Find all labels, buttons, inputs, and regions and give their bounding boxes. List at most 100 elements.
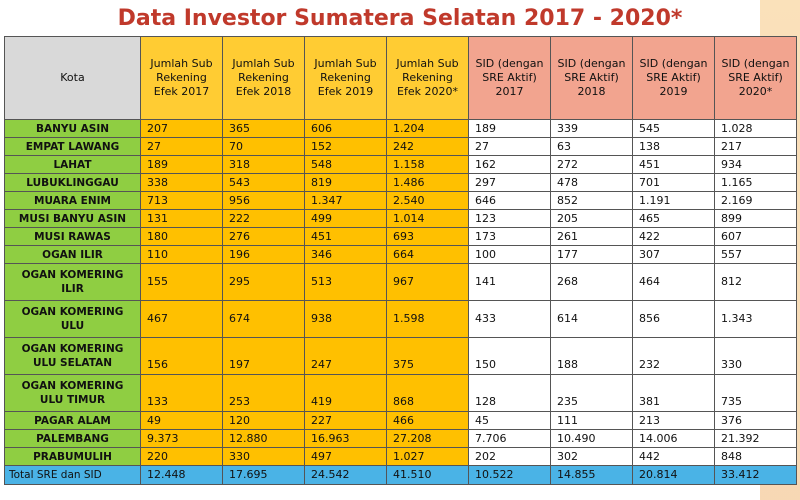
cell-sid-value: 899 [714, 209, 797, 228]
cell-sid-value: 7.706 [468, 429, 551, 448]
cell-sid-value: 128 [468, 374, 551, 412]
cell-sre-value: 543 [222, 173, 305, 192]
cell-kota: LUBUKLINGGAU [4, 173, 141, 192]
cell-sre-value: 956 [222, 191, 305, 210]
header-kota: Kota [4, 36, 141, 120]
total-value: 12.448 [140, 465, 223, 485]
cell-kota: PALEMBANG [4, 429, 141, 448]
cell-sre-value: 110 [140, 245, 223, 264]
cell-sid-value: 111 [550, 411, 633, 430]
cell-sid-value: 330 [714, 337, 797, 375]
cell-sre-value: 2.540 [386, 191, 469, 210]
cell-sid-value: 701 [632, 173, 715, 192]
cell-sre-value: 451 [304, 227, 387, 246]
cell-kota: EMPAT LAWANG [4, 137, 141, 156]
table-row: OGAN ILIR 110 196 346 664 100 177 307 557 [4, 245, 797, 264]
total-value: 20.814 [632, 465, 715, 485]
cell-sid-value: 261 [550, 227, 633, 246]
cell-sre-value: 693 [386, 227, 469, 246]
cell-kota: OGAN KOMERING ILIR [4, 263, 141, 301]
total-value: 17.695 [222, 465, 305, 485]
cell-kota: BANYU ASIN [4, 119, 141, 138]
cell-sre-value: 152 [304, 137, 387, 156]
cell-sid-value: 188 [550, 337, 633, 375]
table-row: PALEMBANG 9.373 12.880 16.963 27.208 7.706 10.… [4, 429, 797, 448]
investor-data-table: Kota Jumlah Sub Rekening Efek 2017 Jumla… [4, 36, 797, 485]
cell-sre-value: 674 [222, 300, 305, 338]
cell-sre-value: 1.014 [386, 209, 469, 228]
cell-sid-value: 45 [468, 411, 551, 430]
cell-sre-value: 513 [304, 263, 387, 301]
total-value: 10.522 [468, 465, 551, 485]
table-row: OGAN KOMERING ULU 467 674 938 1.598 433 614 856… [4, 300, 797, 338]
cell-sid-value: 268 [550, 263, 633, 301]
table-row: LUBUKLINGGAU 338 543 819 1.486 297 478 701 1.165 [4, 173, 797, 192]
cell-sid-value: 614 [550, 300, 633, 338]
cell-sre-value: 16.963 [304, 429, 387, 448]
cell-sid-value: 232 [632, 337, 715, 375]
cell-sre-value: 606 [304, 119, 387, 138]
cell-sid-value: 646 [468, 191, 551, 210]
cell-kota: OGAN KOMERING ULU [4, 300, 141, 338]
cell-sre-value: 49 [140, 411, 223, 430]
table-row: PAGAR ALAM 49 120 227 466 45 111 213 376 [4, 411, 797, 430]
cell-sid-value: 376 [714, 411, 797, 430]
cell-sid-value: 123 [468, 209, 551, 228]
table-row: BANYU ASIN 207 365 606 1.204 189 339 545 1.028 [4, 119, 797, 138]
cell-sre-value: 133 [140, 374, 223, 412]
cell-sid-value: 235 [550, 374, 633, 412]
cell-sre-value: 1.347 [304, 191, 387, 210]
cell-sid-value: 150 [468, 337, 551, 375]
total-value: 24.542 [304, 465, 387, 485]
cell-sre-value: 131 [140, 209, 223, 228]
cell-sid-value: 272 [550, 155, 633, 174]
cell-sre-value: 338 [140, 173, 223, 192]
total-row: Total SRE dan SID 12.448 17.695 24.542 41.51… [4, 465, 797, 485]
cell-sre-value: 120 [222, 411, 305, 430]
cell-sid-value: 381 [632, 374, 715, 412]
cell-kota: MUARA ENIM [4, 191, 141, 210]
cell-sid-value: 297 [468, 173, 551, 192]
page-title: Data Investor Sumatera Selatan 2017 - 20… [117, 6, 683, 31]
cell-sid-value: 735 [714, 374, 797, 412]
cell-sid-value: 302 [550, 447, 633, 466]
cell-sre-value: 330 [222, 447, 305, 466]
cell-kota: PAGAR ALAM [4, 411, 141, 430]
cell-sre-value: 220 [140, 447, 223, 466]
cell-sre-value: 664 [386, 245, 469, 264]
cell-kota: LAHAT [4, 155, 141, 174]
cell-sre-value: 27 [140, 137, 223, 156]
cell-sre-value: 1.486 [386, 173, 469, 192]
cell-sre-value: 365 [222, 119, 305, 138]
cell-sre-value: 419 [304, 374, 387, 412]
cell-sre-value: 276 [222, 227, 305, 246]
cell-sid-value: 422 [632, 227, 715, 246]
cell-sid-value: 63 [550, 137, 633, 156]
cell-sid-value: 852 [550, 191, 633, 210]
cell-sre-value: 197 [222, 337, 305, 375]
header-sre-2017: Jumlah Sub Rekening Efek 2017 [140, 36, 223, 120]
cell-sre-value: 868 [386, 374, 469, 412]
cell-sid-value: 856 [632, 300, 715, 338]
cell-sid-value: 205 [550, 209, 633, 228]
cell-sid-value: 934 [714, 155, 797, 174]
total-value: 14.855 [550, 465, 633, 485]
cell-sid-value: 339 [550, 119, 633, 138]
table-row: OGAN KOMERING ULU TIMUR 133 253 419 868 128 23… [4, 374, 797, 412]
cell-sid-value: 141 [468, 263, 551, 301]
cell-kota: MUSI BANYU ASIN [4, 209, 141, 228]
cell-sid-value: 307 [632, 245, 715, 264]
header-sre-2018: Jumlah Sub Rekening Efek 2018 [222, 36, 305, 120]
cell-kota: OGAN ILIR [4, 245, 141, 264]
table-row: PRABUMULIH 220 330 497 1.027 202 302 442 848 [4, 447, 797, 466]
cell-sid-value: 442 [632, 447, 715, 466]
cell-sid-value: 478 [550, 173, 633, 192]
cell-sid-value: 1.343 [714, 300, 797, 338]
header-sid-2018: SID (dengan SRE Aktif) 2018 [550, 36, 633, 120]
cell-sre-value: 1.027 [386, 447, 469, 466]
cell-sre-value: 27.208 [386, 429, 469, 448]
header-sid-2019: SID (dengan SRE Aktif) 2019 [632, 36, 715, 120]
table-row: EMPAT LAWANG 27 70 152 242 27 63 138 217 [4, 137, 797, 156]
cell-sre-value: 499 [304, 209, 387, 228]
header-sid-2020: SID (dengan SRE Aktif) 2020* [714, 36, 797, 120]
